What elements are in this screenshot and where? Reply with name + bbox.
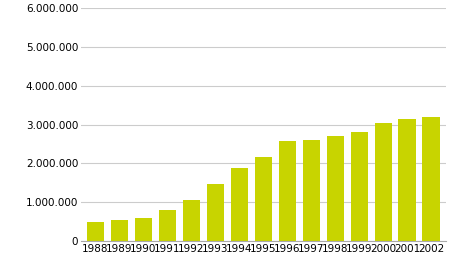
Bar [135, 218, 152, 241]
Bar [231, 168, 248, 241]
Bar [327, 136, 344, 241]
Bar [87, 222, 104, 241]
Bar [302, 140, 320, 241]
Bar [374, 123, 392, 241]
Bar [207, 184, 224, 241]
Bar [423, 117, 440, 241]
Bar [399, 119, 416, 241]
Bar [351, 132, 368, 241]
Bar [183, 200, 200, 241]
Bar [159, 210, 176, 241]
Bar [279, 141, 296, 241]
Bar [255, 157, 272, 241]
Bar [111, 220, 128, 241]
